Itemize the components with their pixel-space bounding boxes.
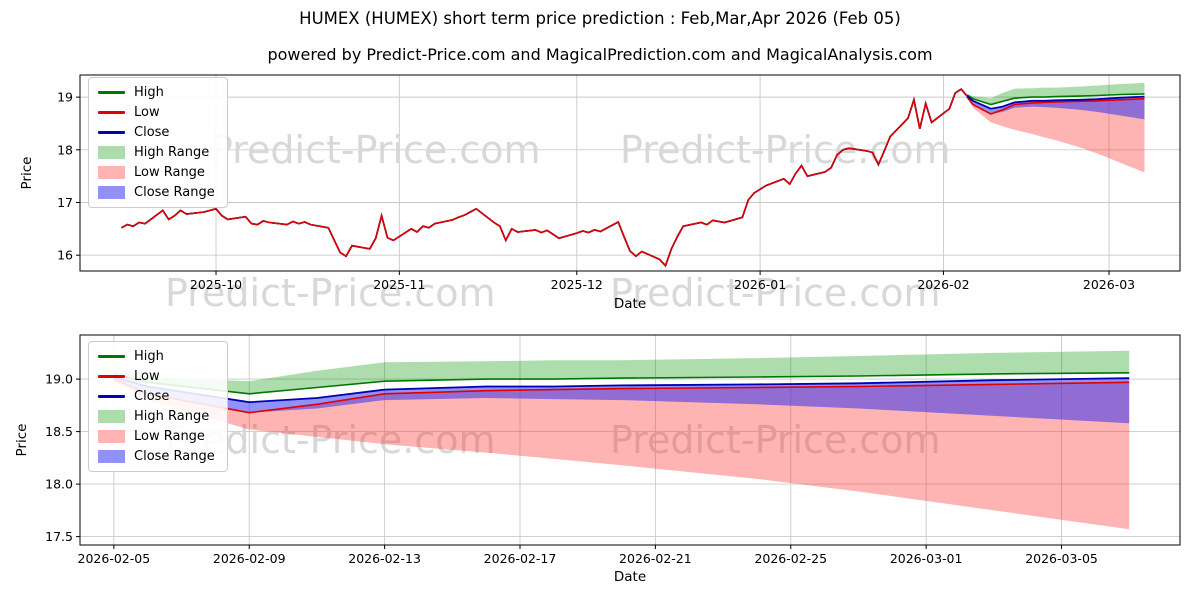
legend-item-close: Close (98, 389, 215, 404)
legend-label: High Range (134, 145, 210, 160)
history-low-line (121, 88, 968, 268)
forecast-high-line (113, 372, 1130, 395)
legend-bottom-chart: High Low Close High Range Low Range Close Ran… (88, 341, 228, 472)
forecast-high-line (966, 93, 1145, 106)
y-tick-label: 19.0 (45, 372, 73, 387)
x-tick-label: 2026-02-09 (213, 551, 286, 566)
y-tick-label: 18.0 (45, 477, 73, 492)
legend-item-low: Low (98, 369, 215, 384)
legend-item-high: High (98, 349, 215, 364)
legend-line-sample (98, 131, 125, 134)
legend-label: Low Range (134, 429, 205, 444)
history-close-line (121, 88, 968, 268)
legend-item-high-range: High Range (98, 409, 215, 424)
x-tick-label: 2026-01 (734, 277, 786, 292)
legend-item-close-range: Close Range (98, 449, 215, 464)
legend-label: High Range (134, 409, 210, 424)
legend-patch-sample (98, 450, 125, 463)
legend-label: High (134, 85, 164, 100)
x-tick-label: 2026-02 (917, 277, 969, 292)
x-axis-label: Date (614, 569, 646, 585)
legend-label: Close Range (134, 185, 215, 200)
x-tick-label: 2026-02-21 (619, 551, 692, 566)
legend-patch-sample (98, 410, 125, 423)
legend-item-low: Low (98, 105, 215, 120)
watermark-text: Predict-Price.com (610, 271, 941, 315)
y-axis-label: Price (14, 424, 30, 457)
watermark-text: Predict-Price.com (210, 128, 541, 172)
x-tick-label: 2026-03 (1083, 277, 1135, 292)
legend-item-close: Close (98, 125, 215, 140)
plot-border (79, 334, 1181, 546)
low-range-band (967, 97, 1145, 173)
legend-patch-sample (98, 146, 125, 159)
legend-label: Close (134, 125, 170, 140)
close-range-band (113, 377, 1130, 424)
legend-label: Close Range (134, 449, 215, 464)
legend-line-sample (98, 395, 125, 398)
y-tick-label: 18.5 (45, 424, 73, 439)
y-tick-label: 17 (57, 195, 73, 210)
legend-label: Low (134, 105, 160, 120)
high-range-band (113, 350, 1130, 394)
figure-title: HUMEX (HUMEX) short term price predictio… (299, 9, 901, 28)
x-tick-label: 2025-11 (373, 277, 425, 292)
x-tick-label: 2025-10 (190, 277, 242, 292)
x-tick-label: 2026-02-13 (348, 551, 421, 566)
legend-line-sample (98, 355, 125, 358)
x-tick-label: 2026-03-01 (890, 551, 963, 566)
legend-label: High (134, 349, 164, 364)
figure-subtitle: powered by Predict-Price.com and Magical… (267, 45, 933, 64)
legend-item-high-range: High Range (98, 145, 215, 160)
x-tick-label: 2026-02-25 (754, 551, 827, 566)
legend-line-sample (98, 91, 125, 94)
plot-border (79, 74, 1181, 272)
y-axis-label: Price (19, 157, 35, 190)
x-tick-label: 2025-12 (551, 277, 603, 292)
y-tick-label: 18 (57, 142, 73, 157)
x-tick-label: 2026-02-17 (484, 551, 557, 566)
legend-label: Close (134, 389, 170, 404)
legend-item-low-range: Low Range (98, 165, 215, 180)
legend-item-high: High (98, 85, 215, 100)
y-tick-label: 19 (57, 90, 73, 105)
legend-item-low-range: Low Range (98, 429, 215, 444)
watermark-text: Predict-Price.com (610, 418, 941, 462)
legend-patch-sample (98, 166, 125, 179)
low-range-band (113, 379, 1130, 530)
x-axis-label: Date (614, 296, 646, 312)
history-high-line (121, 88, 968, 268)
y-tick-label: 17.5 (45, 529, 73, 544)
x-tick-label: 2026-03-05 (1025, 551, 1098, 566)
legend-line-sample (98, 375, 125, 378)
y-tick-label: 16 (57, 248, 73, 263)
legend-patch-sample (98, 430, 125, 443)
legend-label: Low (134, 369, 160, 384)
legend-patch-sample (98, 186, 125, 199)
legend-item-close-range: Close Range (98, 185, 215, 200)
legend-line-sample (98, 111, 125, 114)
forecast-low-line (966, 96, 1145, 115)
close-range-band (967, 96, 1145, 120)
forecast-close-line (966, 95, 1145, 110)
x-tick-label: 2026-02-05 (78, 551, 151, 566)
legend-label: Low Range (134, 165, 205, 180)
high-range-band (967, 82, 1145, 105)
legend-top-chart: High Low Close High Range Low Range Close Ran… (88, 77, 228, 208)
watermark-text: Predict-Price.com (620, 128, 951, 172)
forecast-low-line (113, 378, 1130, 414)
forecast-close-line (113, 376, 1130, 404)
watermark-text: Predict-Price.com (165, 271, 496, 315)
